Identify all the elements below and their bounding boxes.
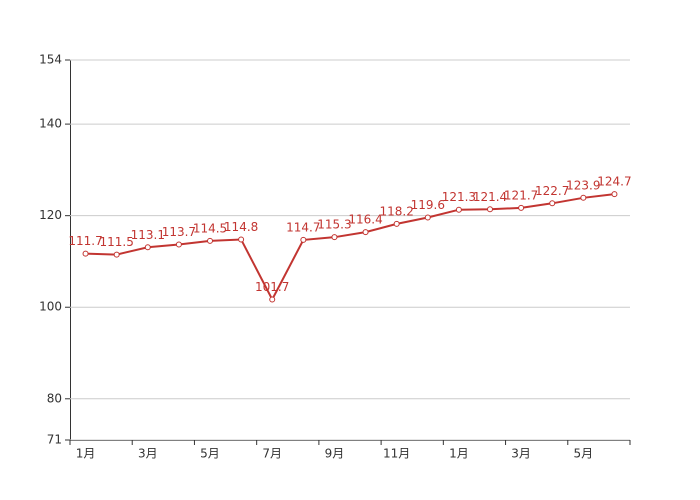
point bbox=[300, 236, 307, 243]
data-label: 114.8 bbox=[224, 220, 258, 234]
x-tick-label: 1月 bbox=[449, 447, 469, 461]
point bbox=[144, 244, 151, 251]
data-label: 121.7 bbox=[504, 188, 538, 202]
data-label: 114.5 bbox=[193, 221, 227, 235]
data-label: 124.7 bbox=[597, 175, 631, 189]
x-tick-label: 5月 bbox=[200, 447, 220, 461]
point bbox=[207, 237, 213, 244]
point bbox=[269, 296, 276, 303]
x-tick-label: 9月 bbox=[325, 447, 345, 461]
x-tick-label: 3月 bbox=[138, 447, 158, 461]
point bbox=[238, 236, 245, 243]
y-tick-label: 120 bbox=[39, 208, 62, 222]
point bbox=[611, 191, 618, 198]
x-tick-label: 5月 bbox=[574, 447, 594, 461]
data-label: 119.6 bbox=[411, 198, 445, 212]
point bbox=[518, 204, 525, 211]
point bbox=[580, 194, 587, 201]
point bbox=[362, 229, 369, 236]
data-label: 121.3 bbox=[442, 190, 476, 204]
y-tick-label: 154 bbox=[39, 53, 62, 67]
data-label: 118.2 bbox=[379, 204, 413, 218]
point bbox=[487, 206, 493, 213]
data-label: 115.3 bbox=[317, 218, 351, 232]
y-tick-label: 80 bbox=[47, 391, 62, 405]
data-label: 101.7 bbox=[255, 280, 289, 294]
point bbox=[331, 234, 338, 241]
x-tick-label: 3月 bbox=[511, 447, 531, 461]
x-tick-label: 11月 bbox=[383, 447, 410, 461]
y-tick-label: 71 bbox=[47, 433, 62, 447]
point bbox=[424, 214, 431, 221]
point bbox=[455, 206, 462, 213]
line bbox=[85, 193, 615, 302]
data-label: 116.4 bbox=[348, 213, 382, 227]
data-label: 122.7 bbox=[535, 184, 569, 198]
data-label: 113.7 bbox=[162, 225, 196, 239]
data-label: 113.1 bbox=[131, 228, 165, 242]
point bbox=[175, 241, 182, 248]
y-tick-label: 100 bbox=[39, 300, 62, 314]
x-tick-label: 7月 bbox=[262, 447, 282, 461]
point bbox=[549, 200, 556, 207]
point bbox=[393, 220, 400, 227]
data-label: 111.7 bbox=[68, 234, 102, 248]
data-label: 114.7 bbox=[286, 220, 320, 234]
data-label: 111.5 bbox=[99, 235, 133, 249]
point bbox=[113, 251, 120, 258]
data-label: 121.4 bbox=[473, 190, 507, 204]
x-tick-label: 1月 bbox=[76, 447, 96, 461]
point bbox=[82, 250, 89, 257]
data-label: 123.9 bbox=[566, 178, 600, 192]
y-tick-label: 140 bbox=[39, 117, 62, 131]
